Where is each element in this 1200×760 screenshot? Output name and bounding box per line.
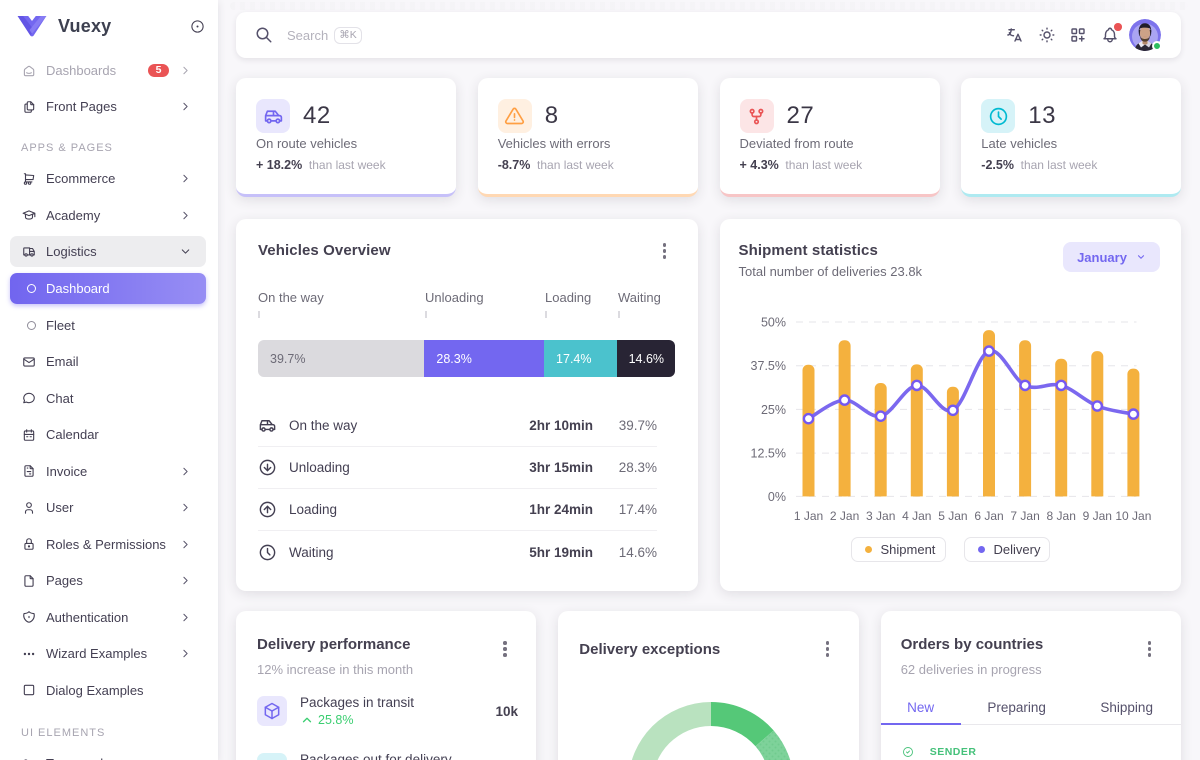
svg-text:4 Jan: 4 Jan [902, 509, 931, 523]
svg-text:50%: 50% [760, 316, 785, 330]
svg-text:3 Jan: 3 Jan [866, 509, 895, 523]
svg-text:9 Jan: 9 Jan [1082, 509, 1111, 523]
svg-text:12.5%: 12.5% [750, 447, 785, 461]
svg-text:0%: 0% [767, 490, 785, 504]
svg-text:37.5%: 37.5% [750, 359, 785, 373]
svg-text:7 Jan: 7 Jan [1010, 509, 1039, 523]
svg-text:10 Jan: 10 Jan [1115, 509, 1151, 523]
svg-text:6 Jan: 6 Jan [974, 509, 1003, 523]
svg-text:1 Jan: 1 Jan [793, 509, 822, 523]
svg-text:25%: 25% [760, 403, 785, 417]
svg-text:2 Jan: 2 Jan [829, 509, 858, 523]
svg-text:5 Jan: 5 Jan [938, 509, 967, 523]
svg-text:8 Jan: 8 Jan [1046, 509, 1075, 523]
